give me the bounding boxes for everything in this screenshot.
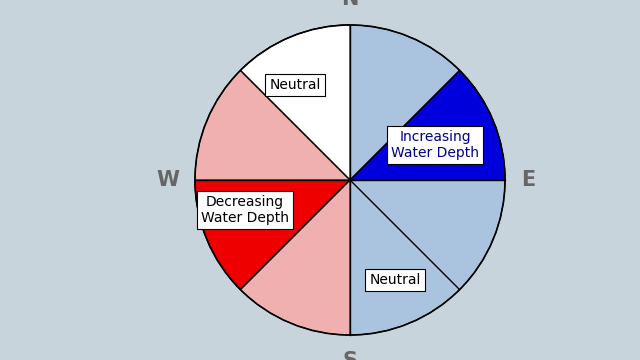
Text: E: E <box>521 170 535 190</box>
Wedge shape <box>241 25 350 180</box>
Text: Increasing
Water Depth: Increasing Water Depth <box>391 130 479 160</box>
Text: Neutral: Neutral <box>269 78 321 92</box>
Text: Decreasing
Water Depth: Decreasing Water Depth <box>201 195 289 225</box>
Text: W: W <box>156 170 179 190</box>
Wedge shape <box>195 25 350 335</box>
Text: Neutral: Neutral <box>369 273 420 287</box>
Wedge shape <box>195 180 350 289</box>
Text: S: S <box>342 351 358 360</box>
Wedge shape <box>350 71 505 180</box>
Text: N: N <box>341 0 358 9</box>
Wedge shape <box>350 25 505 335</box>
